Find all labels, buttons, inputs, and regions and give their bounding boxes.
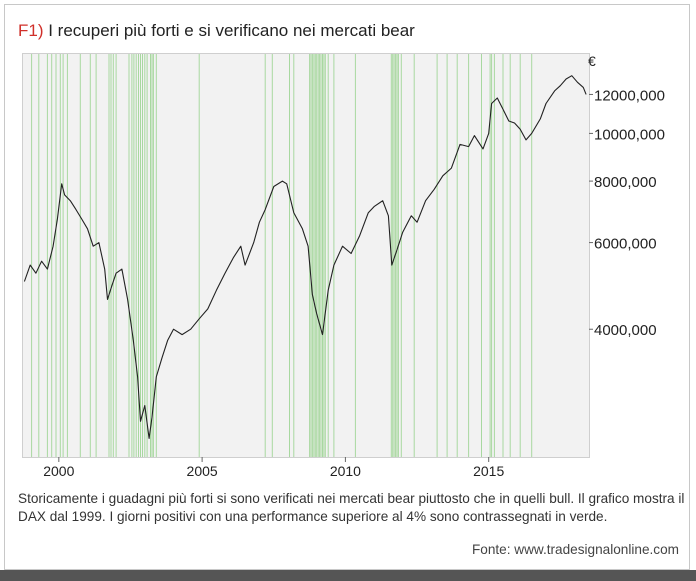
highlight-bands [31,54,533,457]
plot-area [22,53,590,458]
x-tick-label-1: 2005 [187,463,218,479]
x-axis: 2000 2005 2010 2015 [43,457,504,479]
figure-frame [4,4,690,570]
dax-series-line-0 [23,75,587,439]
x-tick-label-3: 2015 [473,463,504,479]
y-tick-label-4: 12000,000 [594,87,665,104]
y-tick-label-1: 6000,000 [594,236,657,253]
x-tick-label-2: 2010 [330,463,361,479]
y-tick-label-0: 4000,000 [594,322,657,339]
bottom-bar [0,570,696,581]
y-unit-label: € [588,53,596,69]
figure-label: F1) [18,21,44,40]
chart-title: F1) I recuperi più forti e si verificano… [18,21,415,41]
series-group [23,75,587,439]
figure-title: I recuperi più forti e si verificano nei… [48,21,415,40]
x-tick-label-0: 2000 [43,463,74,479]
source-credit: Fonte: www.tradesignalonline.com [471,542,679,557]
y-tick-label-3: 10000,000 [594,126,665,143]
y-tick-label-2: 8000,000 [594,174,657,191]
y-axis: 4000,000 6000,000 8000,000 10000,000 12000,0… [589,87,665,339]
chart-caption: Storicamente i guadagni più forti si son… [18,491,685,524]
